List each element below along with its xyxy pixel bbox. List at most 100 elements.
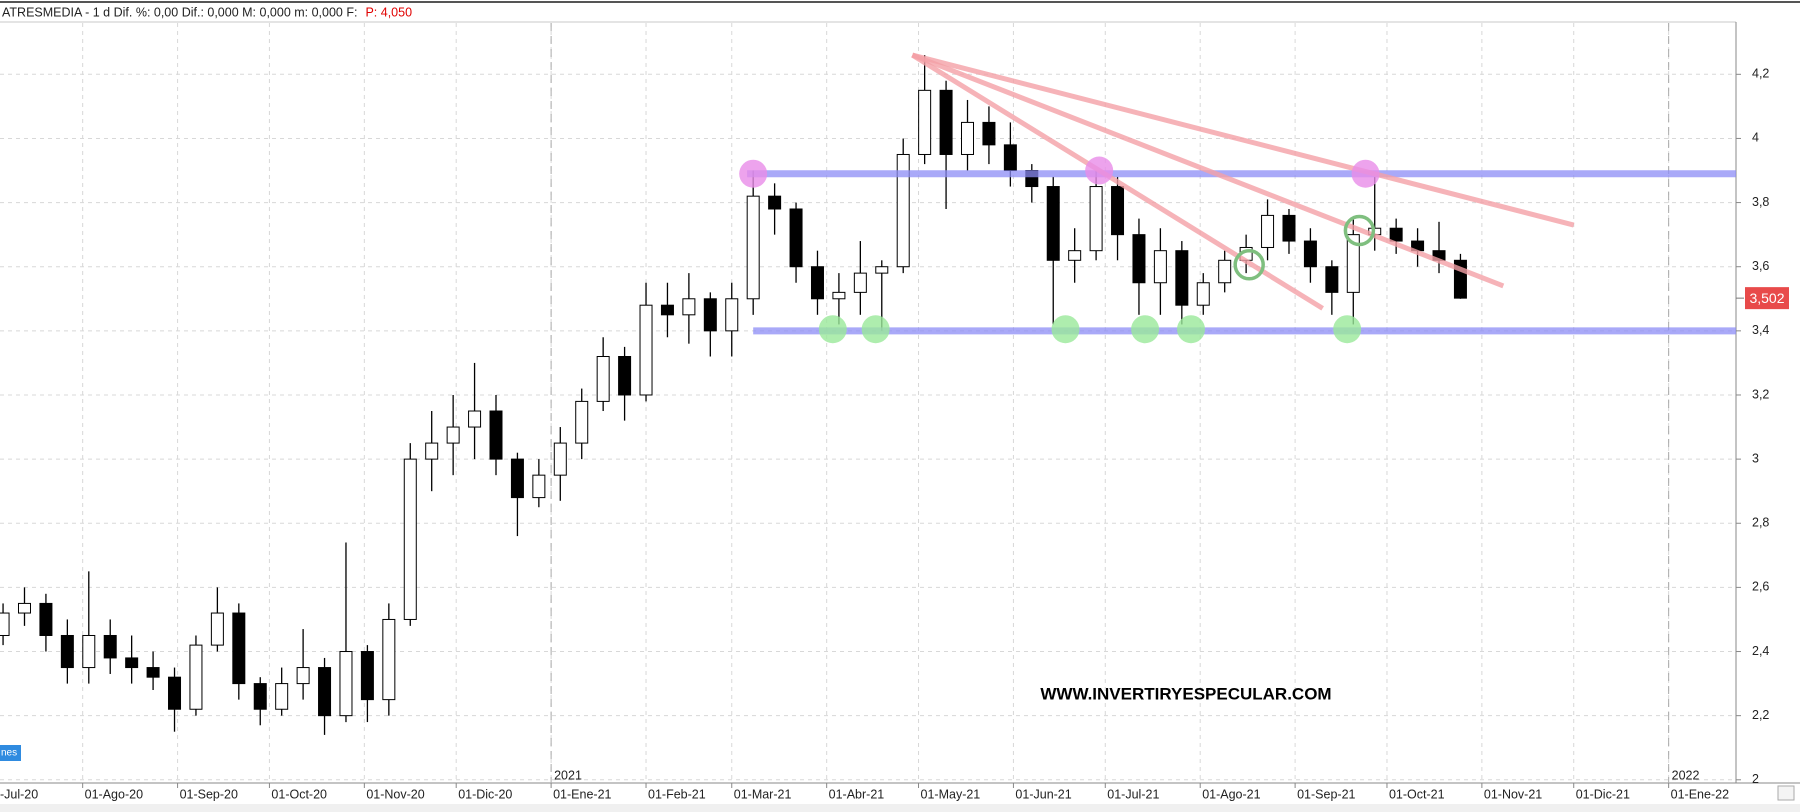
candle-body (789, 208, 803, 268)
y-tick-label: 4 (1752, 131, 1759, 145)
candle-body (489, 410, 503, 460)
candle-body (1261, 214, 1275, 248)
trendline (911, 52, 1505, 289)
x-tick-label: 01-Ene-22 (1671, 787, 1729, 801)
candle-body (746, 195, 760, 300)
candle-body (168, 676, 182, 710)
candle-body (1196, 282, 1210, 306)
marker (1351, 159, 1380, 188)
x-tick-label: 01-Jun-21 (1015, 787, 1071, 801)
x-tick-label: 01-Sep-21 (1297, 787, 1355, 801)
candle-body (918, 89, 932, 155)
candle-body (639, 304, 653, 396)
candle-body (17, 602, 31, 614)
candle-body (275, 683, 289, 710)
candle-body (1111, 186, 1125, 236)
candle-body (961, 121, 975, 155)
y-tick-label: 3,8 (1752, 195, 1769, 209)
trendline (911, 52, 1575, 228)
y-tick-label: 3,6 (1752, 259, 1769, 273)
candle-body (382, 618, 396, 701)
candle-body (832, 291, 846, 300)
tag-label: nes (1, 748, 17, 759)
candle-body (60, 634, 74, 669)
candle-body (253, 683, 267, 710)
x-tick-label: 01-Jul-21 (1107, 787, 1159, 801)
candle-body (210, 612, 224, 646)
y-tick-label: 3 (1752, 451, 1759, 465)
y-tick-label: 2,2 (1752, 708, 1769, 722)
candle-body (982, 121, 996, 146)
corner-icon[interactable] (1777, 785, 1795, 801)
marker (1233, 249, 1265, 281)
candle-body (232, 612, 246, 685)
candle-body (296, 667, 310, 685)
marks (0, 55, 1467, 735)
candle-body (468, 410, 482, 428)
tag-box (0, 745, 21, 761)
candle-body (1175, 250, 1189, 306)
x-tick-label: 01-Dic-21 (1576, 787, 1630, 801)
y-tick-label: 4,2 (1752, 67, 1769, 81)
x-tick-label: 01-Feb-21 (648, 787, 706, 801)
marker (1333, 315, 1362, 344)
candle-body (896, 153, 910, 268)
marker (861, 315, 890, 344)
x-tick-label: 01-Mar-21 (734, 787, 792, 801)
candle-body (682, 298, 696, 316)
marker (1177, 315, 1206, 344)
candle-body (360, 651, 374, 701)
x-tick-label: 01-May-21 (921, 787, 981, 801)
marker (818, 315, 847, 344)
candle-body (339, 651, 353, 717)
candle-body (125, 657, 139, 669)
marker (1131, 315, 1160, 344)
y-tick-label: 3,2 (1752, 387, 1769, 401)
x-tick-label: 01-Nov-21 (1484, 787, 1542, 801)
candle-body (1089, 186, 1103, 252)
candle-body (1003, 144, 1017, 172)
candle-body (510, 458, 524, 499)
candle-body (660, 304, 674, 316)
x-tick-label: 01-Oct-20 (271, 787, 327, 801)
candle-body (1153, 250, 1167, 284)
candle-body (768, 195, 782, 210)
header-title: ATRESMEDIA - 1 d Dif. %: 0,00 Dif.: 0,00… (2, 5, 357, 19)
candle-body (532, 474, 546, 499)
y-tick-label: 3,4 (1752, 323, 1769, 337)
candle-body (703, 298, 717, 332)
candle-body (553, 442, 567, 476)
y-tick-label: 2,4 (1752, 644, 1769, 658)
candle-body (403, 458, 417, 620)
candle-body (0, 612, 10, 636)
candle-body (875, 266, 889, 274)
x-tick-label: 01-Ene-21 (553, 787, 611, 801)
x-tick-label: 01-Ago-20 (85, 787, 143, 801)
candle-body (1303, 240, 1317, 268)
x-tick-label: 01-Abr-21 (829, 787, 885, 801)
candle-body (725, 298, 739, 332)
candle-body (1046, 186, 1060, 261)
header: ATRESMEDIA - 1 d Dif. %: 0,00 Dif.: 0,00… (2, 5, 412, 19)
candle-body (1325, 266, 1339, 293)
candle-body (1346, 234, 1360, 293)
candle-body (82, 634, 96, 669)
candle-body (618, 356, 632, 396)
candle-body (853, 272, 867, 293)
y-tick-label: 2,8 (1752, 516, 1769, 530)
candle-body (1282, 214, 1296, 242)
overlays (739, 52, 1736, 344)
candle-body (103, 634, 117, 659)
x-tick-label: 01-Nov-20 (366, 787, 424, 801)
marker (1085, 156, 1114, 185)
marker (1343, 214, 1376, 247)
candle-body (575, 400, 589, 444)
trendline (911, 52, 1324, 311)
candle-body (1389, 227, 1403, 242)
x-tick-label: 01-Sep-20 (180, 787, 238, 801)
candle-body (1132, 234, 1146, 284)
last-price-box (1745, 287, 1789, 310)
x-tick-label: -Jul-20 (0, 787, 38, 801)
scrollbar (0, 804, 1800, 812)
